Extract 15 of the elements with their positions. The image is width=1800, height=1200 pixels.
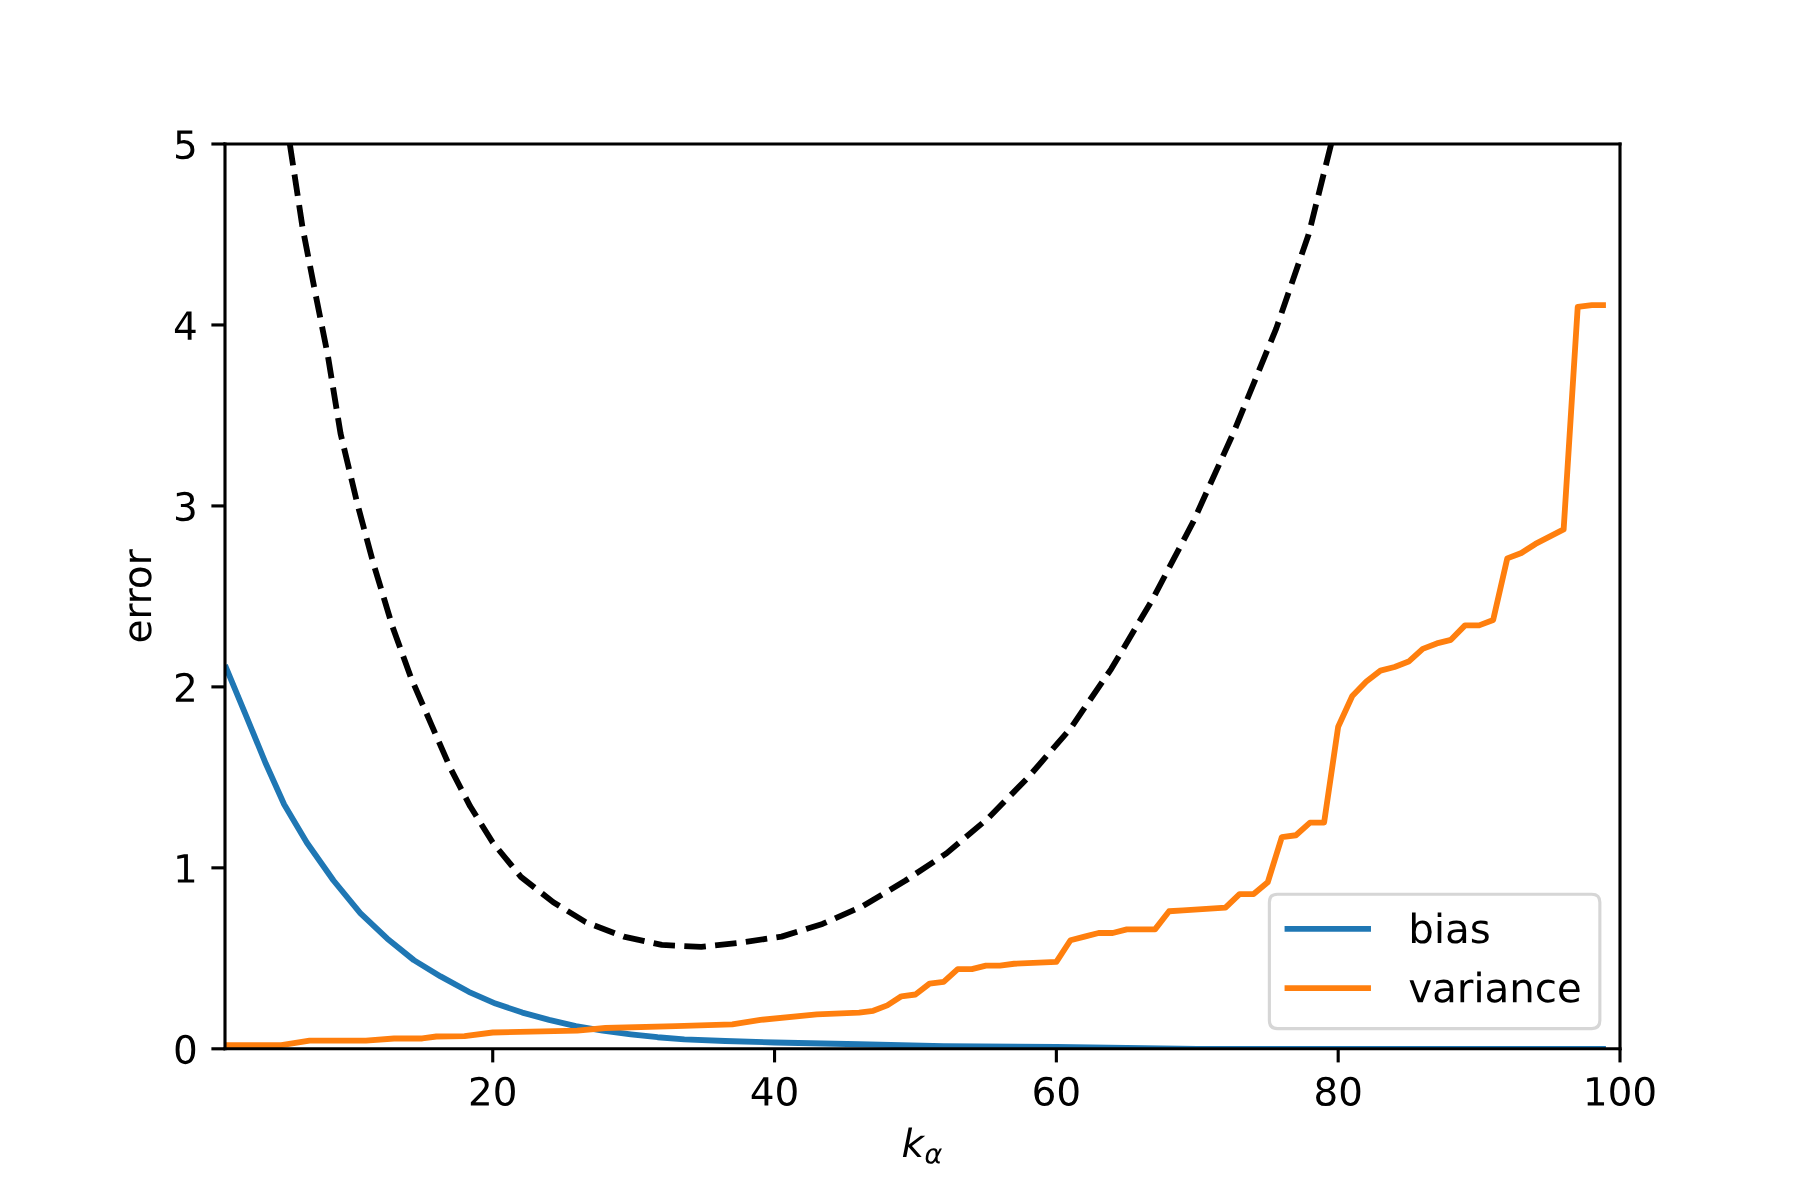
x-tick-label: 80	[1316, 1076, 1361, 1107]
y-tick-label: 4	[174, 311, 196, 340]
x-axis-title: k$_{α}$	[902, 1127, 942, 1164]
y-tick-label: 1	[177, 854, 195, 883]
x-tick-label: 100	[1587, 1076, 1655, 1107]
y-axis-title: error	[129, 549, 152, 642]
x-tick-label: 40	[751, 1076, 797, 1107]
legend-label: bias	[1411, 912, 1489, 944]
x-tick-label: 20	[470, 1076, 515, 1107]
y-tick-label: 3	[176, 491, 195, 522]
x-tick-label: 60	[1034, 1076, 1079, 1107]
y-tick-label: 2	[175, 672, 194, 702]
y-tick-label: 5	[176, 130, 195, 160]
y-tick-label: 0	[175, 1034, 196, 1065]
legend-label: variance	[1409, 971, 1580, 1003]
